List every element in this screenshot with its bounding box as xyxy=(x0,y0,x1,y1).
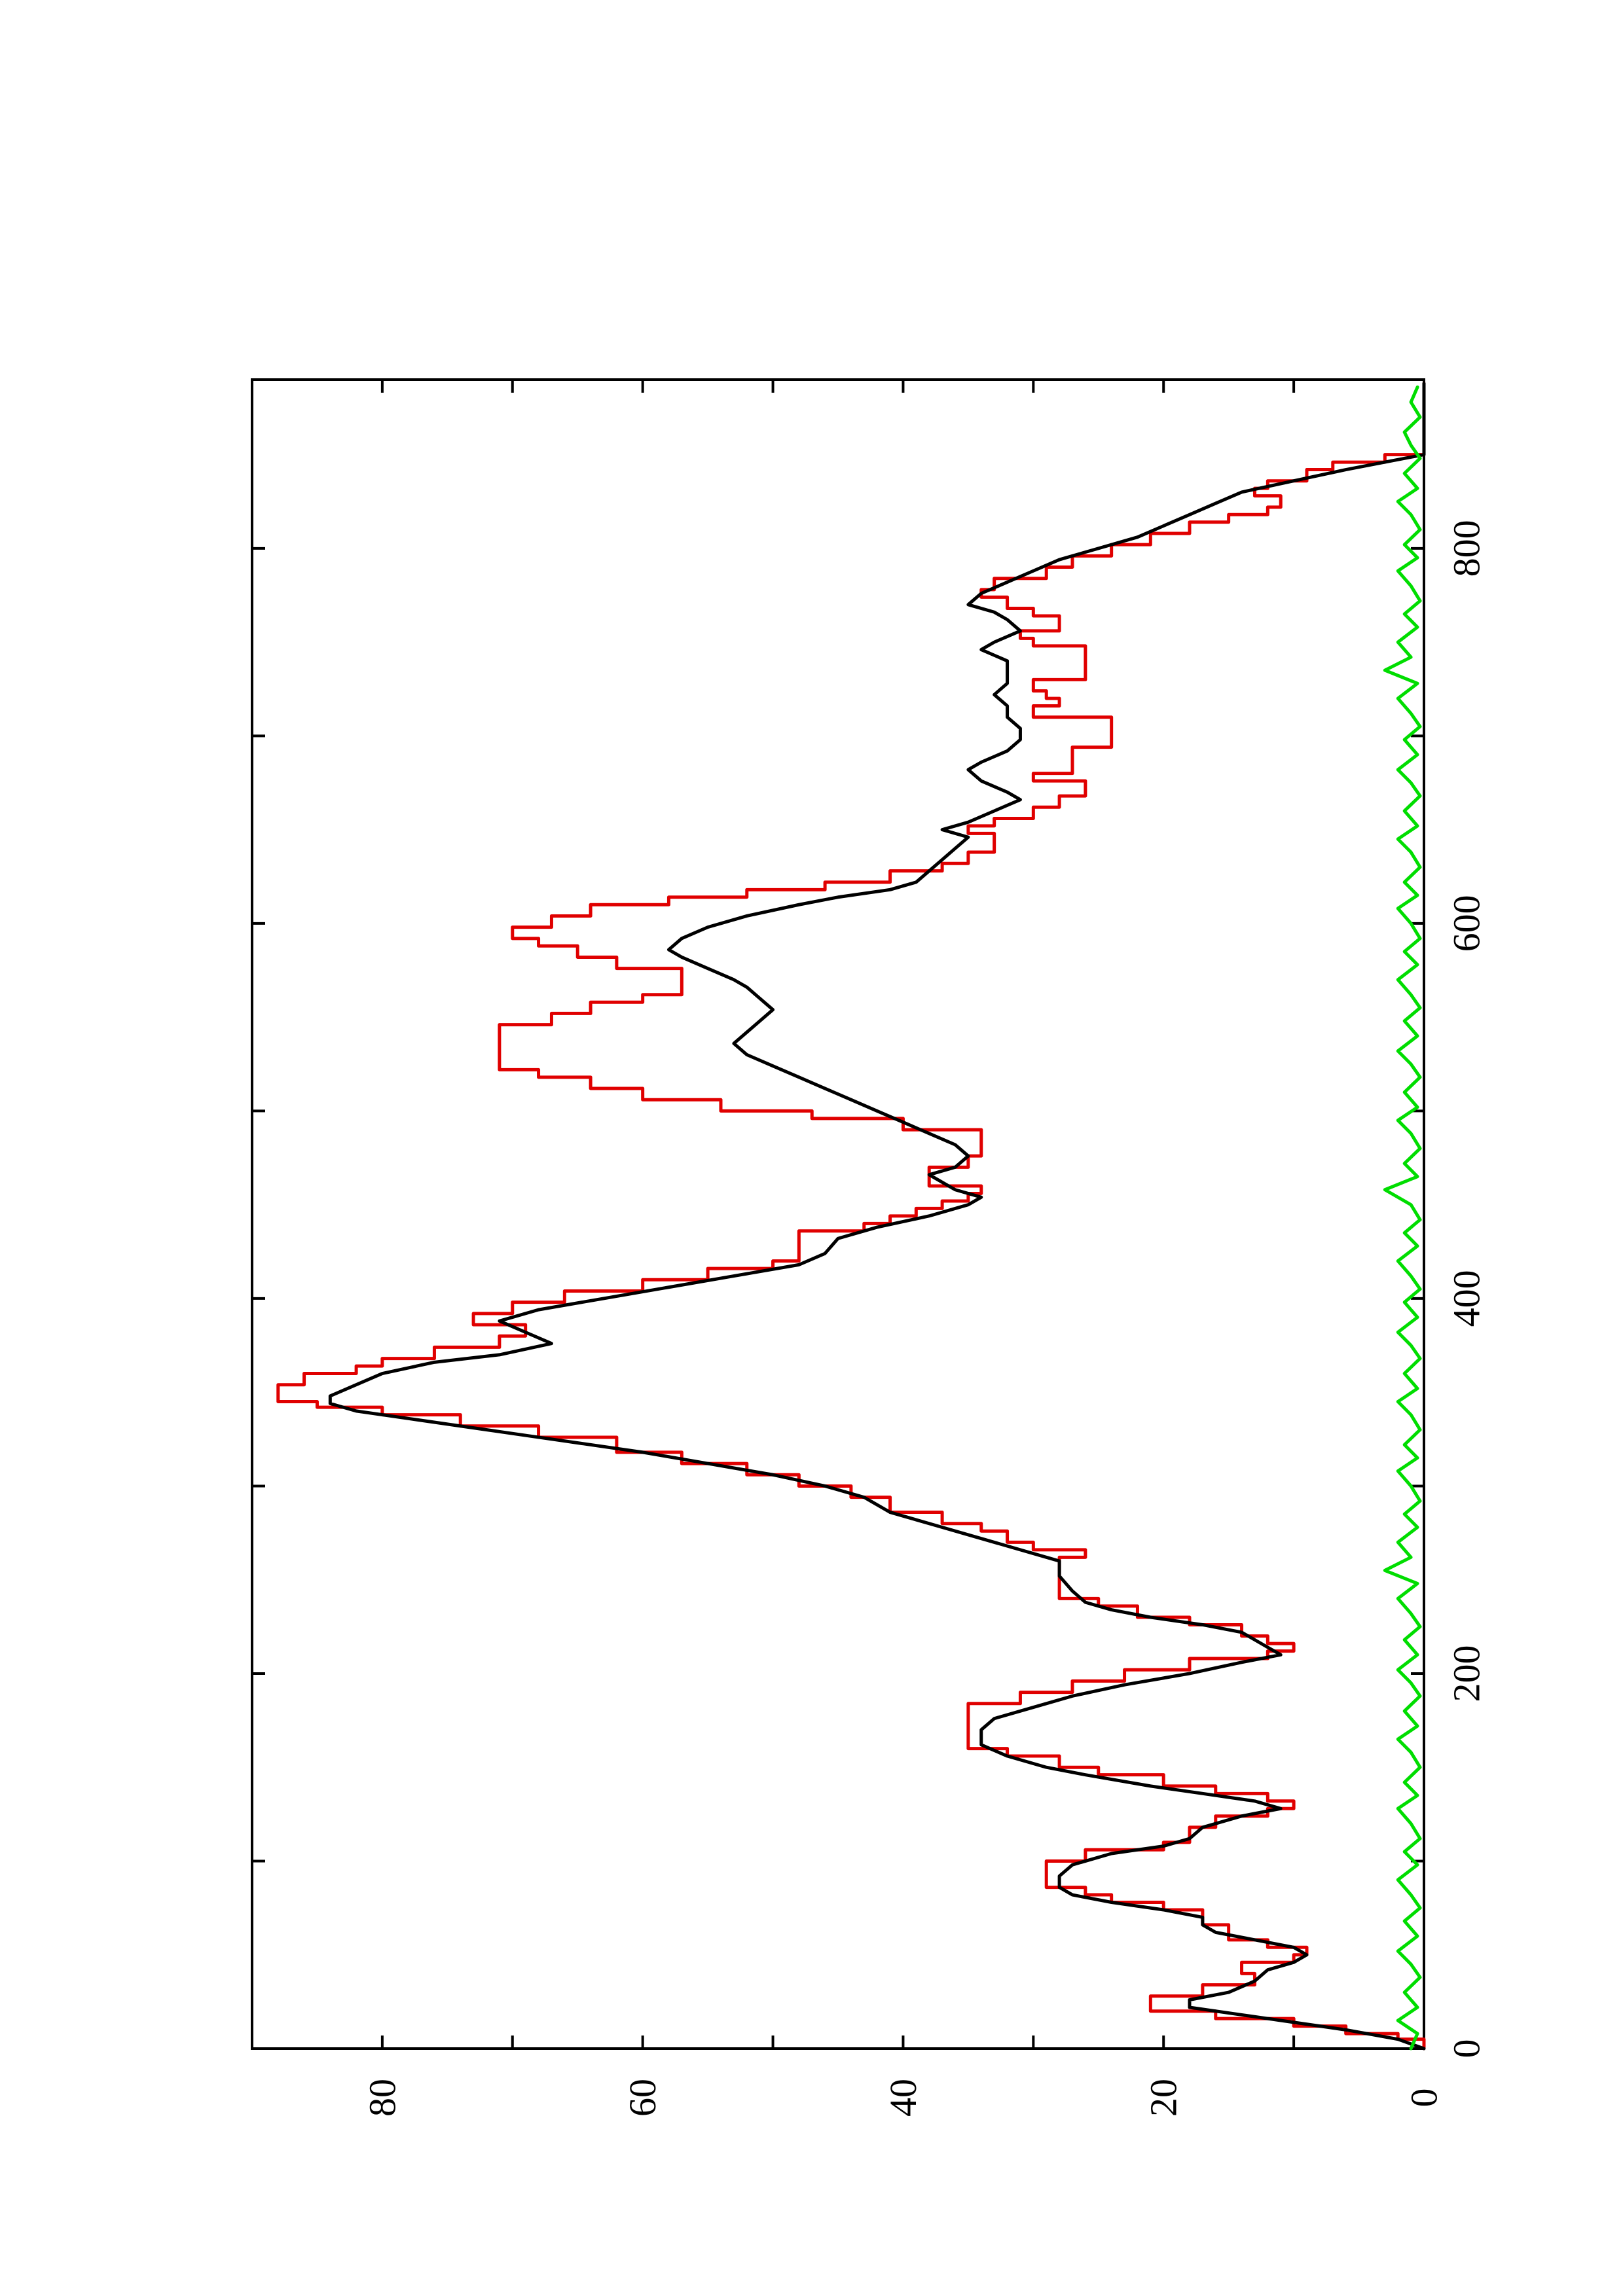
y-tick-label: 0 xyxy=(1403,2089,1446,2108)
y-tick-label: 80 xyxy=(361,2079,403,2117)
y-tick-label: 40 xyxy=(882,2079,924,2117)
axis-tick-labels: 0 200 400 600 800 0 20 40 60 80 xyxy=(361,520,1487,2117)
x-tick-label: 0 xyxy=(1446,2039,1488,2058)
series-line-2 xyxy=(328,382,1426,2051)
y-tick-label: 60 xyxy=(621,2079,664,2117)
x-tick-label: 400 xyxy=(1446,1270,1488,1327)
axis-ticks xyxy=(251,380,1425,2050)
series-layer xyxy=(276,382,1426,2051)
x-tick-label: 800 xyxy=(1446,520,1488,577)
x-tick-label: 200 xyxy=(1446,1645,1488,1702)
series-line-3 xyxy=(1383,385,1422,2051)
x-tick-label: 600 xyxy=(1446,895,1488,952)
y-tick-label: 20 xyxy=(1142,2079,1185,2117)
series-line-1 xyxy=(276,382,1426,2051)
plot-frame xyxy=(251,378,1425,2050)
